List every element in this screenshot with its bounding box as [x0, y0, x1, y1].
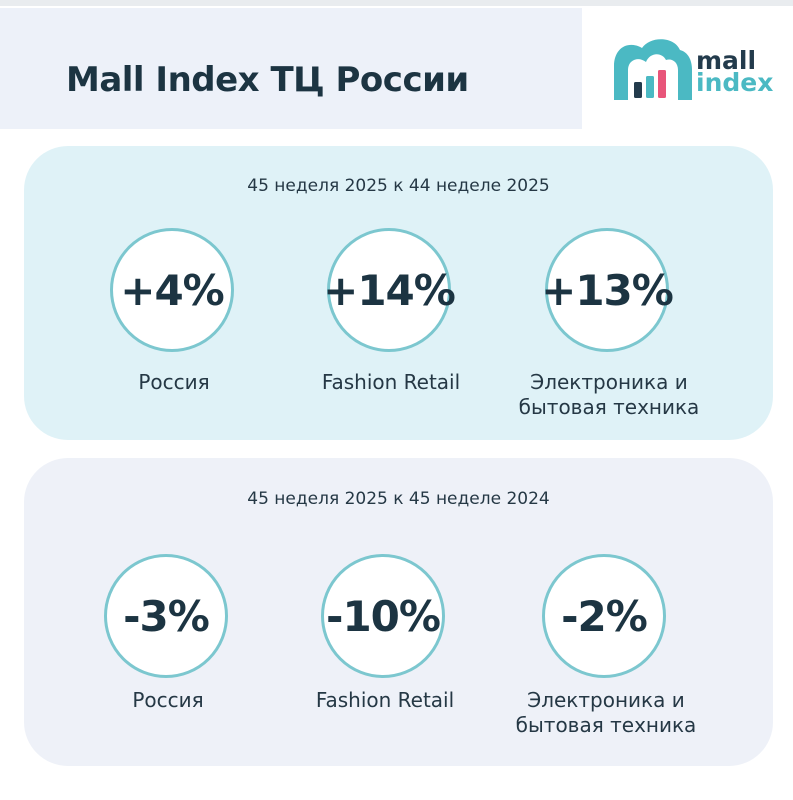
- stat-value-circle: +13%: [541, 228, 674, 352]
- logo-text-index: index: [696, 68, 774, 97]
- logo-text-mall: mall: [696, 46, 757, 75]
- mall-index-logo: mall index: [612, 36, 774, 106]
- stat-value-circle: -10%: [321, 554, 445, 678]
- stat-label: Fashion Retail: [321, 370, 461, 394]
- stat-value-circle: +14%: [323, 228, 456, 352]
- header-banner: Mall Index ТЦ России: [0, 8, 582, 129]
- stat-label: Россия: [138, 370, 210, 394]
- stat-label-line: Электроника и: [530, 370, 688, 394]
- stat-value-circle: -3%: [104, 554, 228, 678]
- stat-label: Fashion Retail: [315, 688, 455, 712]
- page-title: Mall Index ТЦ России: [66, 60, 469, 100]
- stat-label: Электроника и бытовая техника: [509, 370, 709, 420]
- stat-value-circle: -2%: [542, 554, 666, 678]
- stat-value-circle: +4%: [110, 228, 234, 352]
- stat-label: Россия: [132, 688, 204, 712]
- week-comparison-panel: 45 неделя 2025 к 44 неделе 2025 +4% Росс…: [24, 146, 773, 440]
- year-comparison-panel: 45 неделя 2025 к 45 неделе 2024 -3% Росс…: [24, 458, 773, 766]
- stat-label-line: бытовая техника: [518, 395, 700, 419]
- stat-label-line: Электроника и: [527, 688, 685, 712]
- panel-heading: 45 неделя 2025 к 44 неделе 2025: [247, 176, 550, 196]
- panel-heading: 45 неделя 2025 к 45 неделе 2024: [247, 489, 550, 509]
- top-divider: [0, 0, 793, 6]
- stat-label: Электроника и бытовая техника: [506, 688, 706, 738]
- stat-label-line: бытовая техника: [515, 713, 697, 737]
- mall-index-logo-icon: [614, 39, 692, 100]
